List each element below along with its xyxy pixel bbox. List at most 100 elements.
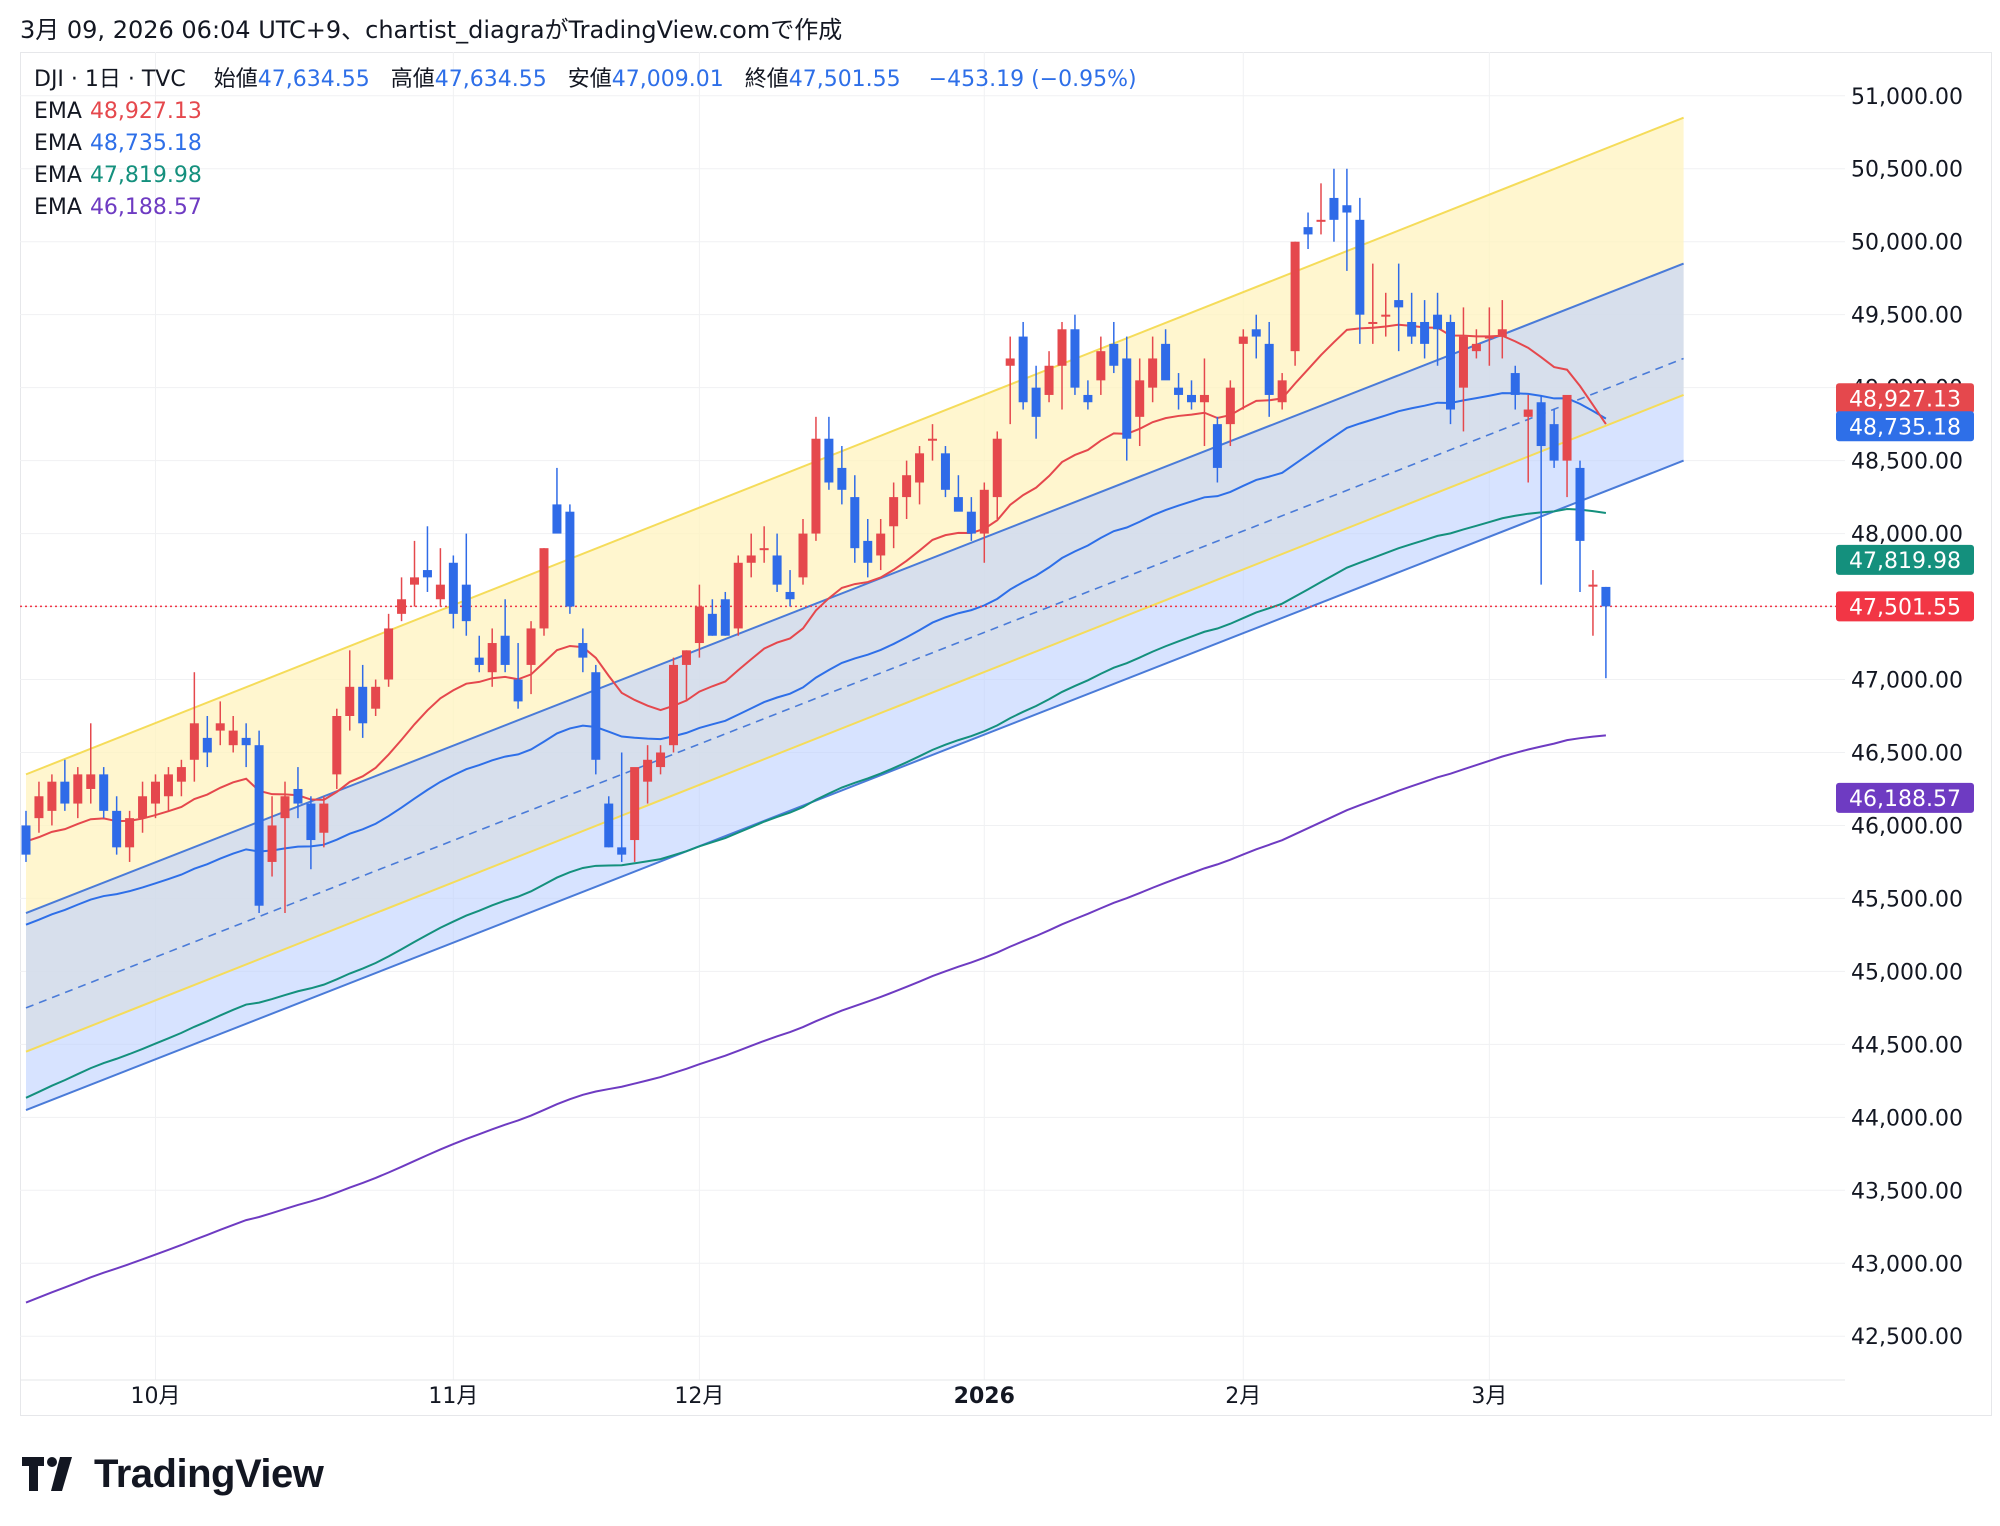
candle <box>552 467 562 534</box>
candle <box>1601 586 1611 679</box>
x-tick-label: 12月 <box>674 1384 724 1409</box>
x-tick-label: 10月 <box>131 1384 181 1409</box>
candle-body <box>1174 387 1184 395</box>
candle-body <box>267 825 277 862</box>
candle-body <box>630 767 640 841</box>
candle <box>1238 329 1248 410</box>
candle-body <box>1212 424 1222 468</box>
candle-body <box>681 650 691 665</box>
legend: DJI · 1日 · TVC 始値47,634.55 高値47,634.55 安… <box>34 64 1137 224</box>
candle-body <box>966 511 976 534</box>
ema-50-line <box>25 392 1607 926</box>
candle <box>474 635 484 673</box>
candle-body <box>1070 329 1080 388</box>
candle-body <box>1135 380 1145 417</box>
candle-body <box>798 533 808 578</box>
candle <box>1083 380 1093 410</box>
candle <box>863 518 873 578</box>
candle <box>73 767 83 819</box>
candle <box>47 774 57 826</box>
candle-body <box>228 730 238 746</box>
candle-body <box>176 767 186 782</box>
candle <box>1005 336 1015 425</box>
chart-frame[interactable] <box>20 52 1992 1416</box>
candle <box>1407 292 1417 344</box>
candle-body <box>1407 321 1417 337</box>
ema-row-4[interactable]: EMA 46,188.57 <box>34 192 1137 224</box>
candle-body <box>578 643 588 658</box>
candle <box>630 767 640 862</box>
candle-body <box>902 475 912 498</box>
candle <box>487 628 497 687</box>
candle <box>720 591 730 636</box>
candle-body <box>34 796 44 819</box>
candle-body <box>1187 394 1196 403</box>
candle <box>1174 373 1184 410</box>
change-value: −453.19 (−0.95%) <box>928 67 1137 92</box>
candle-body <box>1601 586 1611 607</box>
ema-row-3[interactable]: EMA 47,819.98 <box>34 160 1137 192</box>
close-value: 47,501.55 <box>788 67 901 92</box>
candle-body <box>306 803 316 841</box>
candle <box>1096 336 1106 395</box>
candle-body <box>163 774 173 797</box>
candle-body <box>720 599 730 636</box>
candle-body <box>1510 373 1520 395</box>
candle <box>1070 314 1080 395</box>
candle-body <box>669 664 678 746</box>
price-tag <box>1836 782 1974 813</box>
candle-body <box>112 810 122 848</box>
candle-body <box>863 540 873 563</box>
candle <box>1510 365 1520 410</box>
channel-blue-fill <box>26 263 1684 1111</box>
candle-body <box>254 745 264 906</box>
candle <box>1368 263 1378 344</box>
candle-body <box>889 497 899 527</box>
candle-body <box>371 686 381 709</box>
y-tick-label: 47,000.00 <box>1851 669 1963 694</box>
ema-row-1[interactable]: EMA 48,927.13 <box>34 96 1137 128</box>
ema-value: 46,188.57 <box>89 195 202 220</box>
candle <box>1458 307 1468 432</box>
candle <box>759 526 769 563</box>
ema-label: EMA <box>34 195 82 220</box>
candle <box>267 796 277 877</box>
candle-body <box>1109 343 1119 366</box>
symbol-line[interactable]: DJI · 1日 · TVC <box>34 67 186 92</box>
candle <box>1212 416 1222 483</box>
ema-label: EMA <box>34 131 82 156</box>
candle <box>410 540 419 607</box>
candle-body <box>1199 394 1209 403</box>
ema-row-2[interactable]: EMA 48,735.18 <box>34 128 1137 160</box>
candle-body <box>1018 336 1028 403</box>
candle <box>384 613 394 687</box>
channel-yellow-lower <box>25 394 1684 1053</box>
candle <box>772 533 782 592</box>
candle-body <box>772 555 782 585</box>
ema-value: 48,735.18 <box>89 131 202 156</box>
candle <box>60 759 70 811</box>
candle-body <box>733 562 743 629</box>
candle-body <box>694 606 704 644</box>
candle-body <box>526 628 536 665</box>
candle-body <box>1446 321 1455 410</box>
candle <box>176 759 186 797</box>
candle <box>280 781 290 914</box>
candle <box>319 796 329 848</box>
candle <box>643 745 653 804</box>
candle-body <box>928 438 937 441</box>
candle-body <box>1251 329 1261 337</box>
candle <box>215 701 225 746</box>
x-tick-label: 2026 <box>954 1384 1015 1409</box>
tradingview-logo[interactable]: TradingView <box>22 1452 324 1497</box>
candle-body <box>1238 336 1248 344</box>
candle <box>1303 212 1313 250</box>
candle <box>241 723 251 768</box>
candle-body <box>1458 336 1468 388</box>
candle-body <box>1225 387 1235 425</box>
ema-label: EMA <box>34 99 82 124</box>
candle <box>125 810 135 862</box>
candle <box>151 774 160 819</box>
candle-body <box>1536 402 1546 447</box>
